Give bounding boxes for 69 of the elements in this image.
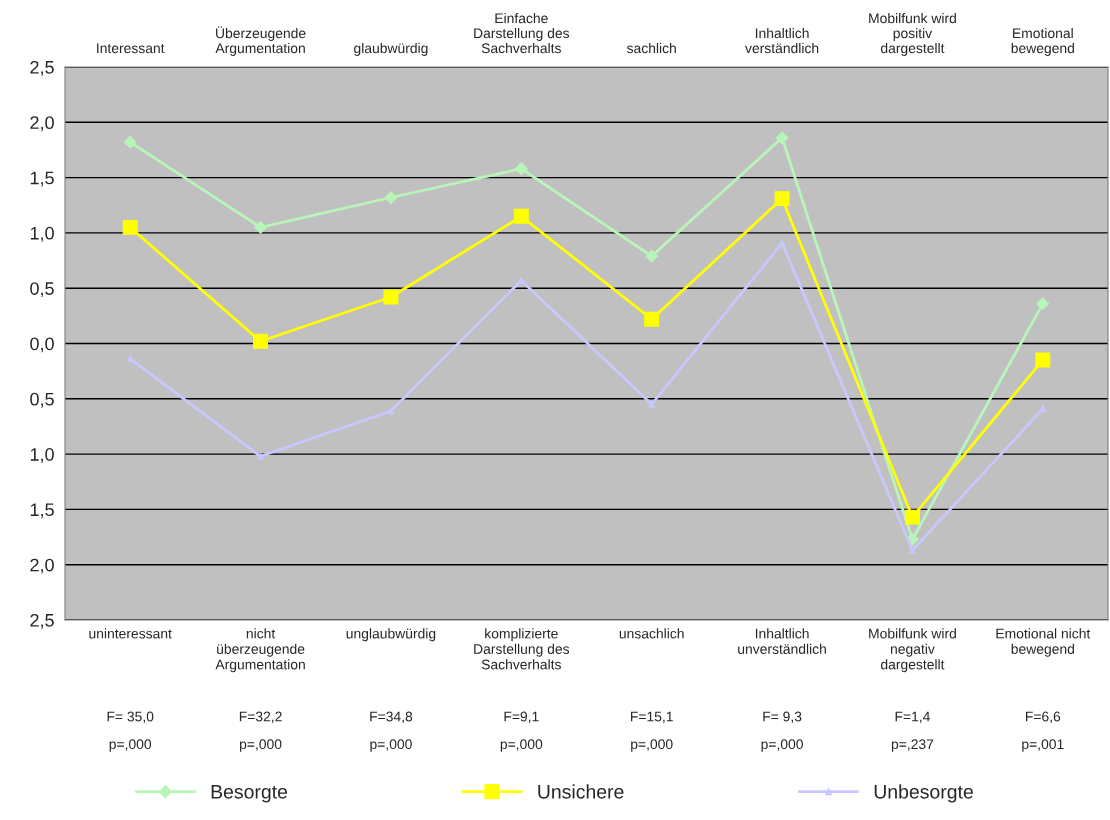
y-tick-label: 0,5 <box>30 282 54 298</box>
point <box>514 162 528 176</box>
point <box>648 401 655 408</box>
point <box>387 407 395 415</box>
text: komplizierte Darstellung des Sachverhalts <box>474 628 570 670</box>
point <box>774 191 790 207</box>
y-tick-label: 1,5 <box>30 171 54 187</box>
y-tick-label: 1,5 <box>30 503 54 519</box>
point <box>904 509 920 525</box>
point <box>778 239 786 247</box>
point <box>123 135 137 149</box>
y-tick-label: 1,0 <box>30 226 54 242</box>
point <box>1035 352 1051 368</box>
text: F=6,6 <box>1026 711 1061 724</box>
point <box>775 131 789 145</box>
y-tick-label: 2,5 <box>30 613 54 629</box>
y-tick-label: 2,5 <box>30 60 54 76</box>
text: p=,000 <box>631 739 673 752</box>
text: Inhaltlich unverständlich <box>738 628 826 654</box>
legend-label: Unsichere <box>538 784 624 799</box>
text: F= 9,3 <box>763 711 802 724</box>
text: F=32,2 <box>239 711 282 724</box>
text: uninteressant <box>89 628 172 639</box>
text: p=,000 <box>109 739 152 752</box>
point <box>644 311 660 327</box>
point <box>518 277 525 284</box>
legend-label: Unbesorgte <box>874 784 973 803</box>
point <box>122 219 138 235</box>
text: F=1,4 <box>895 711 930 724</box>
text: p=,000 <box>500 739 543 752</box>
text: F=34,8 <box>370 711 413 724</box>
text: unglaubwürdig <box>346 628 436 642</box>
text: F=15,1 <box>631 711 673 724</box>
x-tick-label: Interessant <box>97 43 165 54</box>
point <box>909 547 916 554</box>
y-tick-label: 0,5 <box>30 392 54 408</box>
text: unsachlich <box>619 628 684 639</box>
text: Mobilfunk wird negativ dargestellt <box>869 628 956 673</box>
legend-label: Besorgte <box>211 785 288 803</box>
y-tick-label: 0,0 <box>30 337 54 353</box>
x-tick-label: Emotional bewegend <box>1011 27 1074 56</box>
text: Emotional nicht bewegend <box>996 628 1091 657</box>
text: F=9,1 <box>504 711 539 724</box>
text: p=,001 <box>1022 739 1064 752</box>
point <box>645 249 659 263</box>
text: p=,000 <box>370 739 412 752</box>
point <box>1039 405 1047 413</box>
point <box>254 220 267 234</box>
x-tick-label: Inhaltlich verständlich <box>745 27 819 54</box>
text: nicht überzeugende Argumentation <box>215 628 305 673</box>
text: p=,000 <box>761 739 803 752</box>
point <box>513 208 529 224</box>
point <box>126 355 134 363</box>
y-tick-label: 2,0 <box>30 558 54 574</box>
x-tick-label: glaubwürdig <box>354 42 428 56</box>
point <box>383 289 399 305</box>
x-tick-label: Einfache Darstellung des Sachverhalts <box>474 13 570 54</box>
x-tick-label: Mobilfunk wird positiv dargestellt <box>869 13 956 56</box>
x-tick-label: sachlich <box>626 42 676 54</box>
point <box>384 191 398 204</box>
point <box>1036 297 1050 311</box>
text: F= 35,0 <box>107 711 154 724</box>
point <box>253 333 269 349</box>
y-tick-label: 2,0 <box>30 116 54 132</box>
y-tick-label: 1,0 <box>30 448 54 463</box>
point <box>257 453 264 460</box>
x-tick-label: Überzeugende Argumentation <box>215 26 306 56</box>
text: p=,000 <box>240 739 282 752</box>
text: p=,237 <box>891 739 934 752</box>
